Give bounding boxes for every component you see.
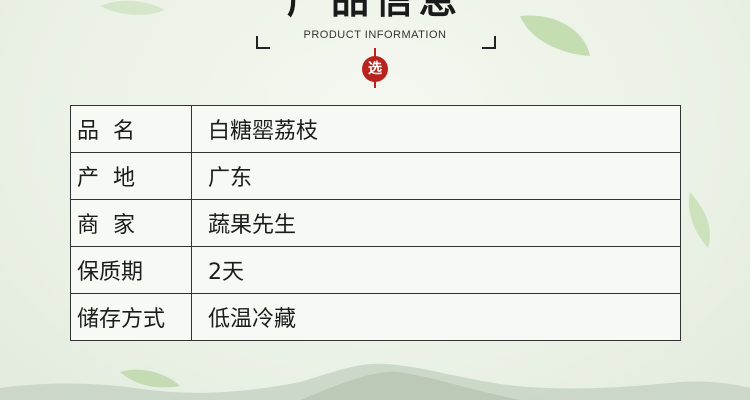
header: 产品信息 PRODUCT INFORMATION 选 (0, 0, 750, 100)
seal-stamp: 选 (362, 56, 388, 82)
product-info-table: 品名 白糖罂荔枝 产地 广东 商家 蔬果先生 保质期 2天 储存方式 低温冷藏 (70, 105, 681, 341)
row-label: 保质期 (70, 246, 192, 294)
row-value: 白糖罂荔枝 (191, 105, 681, 153)
bracket-right-decoration (482, 36, 496, 49)
page-subtitle: PRODUCT INFORMATION (303, 29, 447, 41)
row-value: 低温冷藏 (191, 293, 681, 341)
row-label: 产地 (70, 152, 192, 200)
table-row: 商家 蔬果先生 (70, 199, 681, 247)
leaf-icon (688, 192, 710, 248)
row-label: 商家 (70, 199, 192, 247)
table-row: 产地 广东 (70, 152, 681, 200)
mountain-shape (300, 371, 520, 400)
page-title: 产品信息 (0, 0, 750, 22)
row-value: 蔬果先生 (191, 199, 681, 247)
row-value: 2天 (191, 246, 681, 294)
table-row: 保质期 2天 (70, 246, 681, 294)
row-value: 广东 (191, 152, 681, 200)
table-row: 储存方式 低温冷藏 (70, 293, 681, 341)
row-label: 品名 (70, 105, 192, 153)
table-row: 品名 白糖罂荔枝 (70, 105, 681, 153)
leaf-icon (520, 15, 590, 56)
leaf-icon (120, 369, 180, 388)
bracket-left-decoration (256, 36, 270, 49)
row-label: 储存方式 (70, 293, 192, 341)
leaf-icon (100, 0, 165, 15)
